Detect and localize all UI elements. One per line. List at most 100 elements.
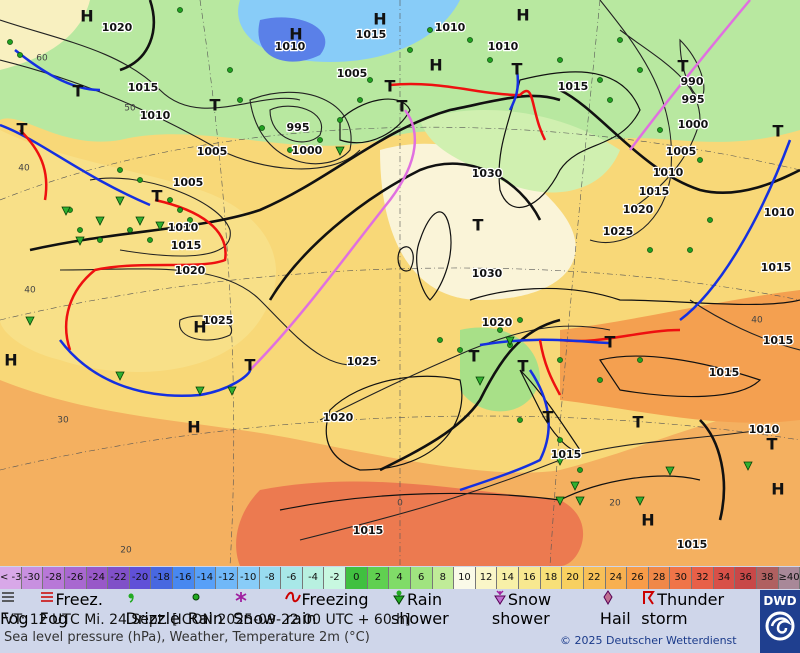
pressure-center: T bbox=[245, 356, 256, 375]
scale-cell: 24 bbox=[605, 567, 628, 589]
weather-icon bbox=[192, 593, 200, 601]
isobar-label: 1000 bbox=[292, 144, 323, 157]
scale-cell: 30 bbox=[670, 567, 692, 589]
map: 1020 1015 1010 1005 995 1000 1005 1010 1015 1020 1… bbox=[0, 0, 800, 566]
scale-cell: 0 bbox=[346, 567, 368, 589]
weather-legend-item: Freezing rain bbox=[285, 589, 390, 628]
rain-dot bbox=[557, 437, 563, 443]
scale-cell: -8 bbox=[259, 567, 282, 589]
weather-legend-label: Thunder storm bbox=[641, 590, 725, 628]
scale-cell: 36 bbox=[735, 567, 757, 589]
shower-symbol bbox=[335, 146, 345, 156]
isobar-label: 995 bbox=[287, 121, 310, 134]
isobar-label: 1010 bbox=[653, 166, 684, 179]
weather-symbols bbox=[7, 7, 753, 506]
isobar-label: 1020 bbox=[175, 264, 206, 277]
temperature-field bbox=[0, 0, 90, 70]
rain-dot bbox=[607, 97, 613, 103]
temperature-field bbox=[0, 0, 800, 155]
weather-icon bbox=[2, 592, 14, 602]
weather-legend-label: Rain shower bbox=[390, 590, 449, 628]
pressure-center: H bbox=[187, 418, 200, 437]
scale-cell: 18 bbox=[540, 567, 563, 589]
shower-symbol bbox=[75, 236, 85, 246]
pressure-center: H bbox=[771, 480, 784, 499]
pressure-center: T bbox=[210, 96, 221, 115]
weather-icon bbox=[285, 591, 302, 603]
pressure-center: T bbox=[678, 57, 689, 76]
scale-cell: -26 bbox=[64, 567, 87, 589]
weather-legend: Fog Freez. Fog Drizzle Rain Snow Freezing rai… bbox=[0, 589, 760, 628]
weather-icon bbox=[493, 590, 506, 605]
scale-cell: ≥40 °C bbox=[778, 567, 800, 589]
isobar-label: 1005 bbox=[337, 67, 368, 80]
shower-symbol bbox=[555, 496, 565, 506]
shower-symbol bbox=[115, 371, 125, 381]
weather-legend-label: Snow bbox=[233, 609, 277, 628]
weather-legend-label: Drizzle bbox=[125, 609, 180, 628]
isobar-label: 1010 bbox=[749, 423, 780, 436]
logo-mark bbox=[765, 611, 795, 641]
rain-dot bbox=[597, 77, 603, 83]
isobar-label: 1010 bbox=[435, 21, 466, 34]
pressure-center: H bbox=[516, 6, 529, 25]
scale-cell: -12 bbox=[216, 567, 238, 589]
temperature-label: 40 bbox=[18, 164, 30, 174]
scale-cell: 26 bbox=[627, 567, 649, 589]
shower-symbol bbox=[61, 206, 71, 216]
scale-cell: -22 bbox=[108, 567, 130, 589]
scale-cell: 14 bbox=[497, 567, 519, 589]
isobar-label: 1000 bbox=[678, 118, 709, 131]
shower-symbol bbox=[25, 316, 35, 326]
temperature-label: 20 bbox=[609, 499, 621, 509]
isobar-label: 1015 bbox=[763, 334, 794, 347]
weather-legend-item: Snow shower bbox=[492, 589, 600, 628]
pressure-center: T bbox=[17, 120, 28, 139]
rain-dot bbox=[7, 39, 13, 45]
rain-dot bbox=[457, 347, 463, 353]
pressure-center: H bbox=[80, 7, 93, 26]
shower-symbol bbox=[635, 496, 645, 506]
weather-legend-label: Fog bbox=[0, 609, 29, 628]
rain-dot bbox=[637, 67, 643, 73]
isobar-label: 1015 bbox=[677, 538, 708, 551]
pressure-center: T bbox=[385, 77, 396, 96]
temperature-label: 60 bbox=[36, 54, 48, 64]
isobar-label: 1025 bbox=[347, 355, 378, 368]
weather-icon bbox=[643, 591, 656, 605]
temperature-field bbox=[258, 17, 326, 62]
rain-dot bbox=[647, 247, 653, 253]
rain-dot bbox=[227, 67, 233, 73]
isobar-label: 995 bbox=[682, 93, 705, 106]
weather-icon bbox=[393, 590, 405, 605]
rain-dot bbox=[259, 125, 265, 131]
scale-cell: 8 bbox=[432, 567, 455, 589]
isobar-label: 1015 bbox=[709, 366, 740, 379]
isobar-label: 1025 bbox=[603, 225, 634, 238]
fronts bbox=[0, 0, 792, 492]
rain-dot bbox=[357, 97, 363, 103]
rain-dot bbox=[137, 177, 143, 183]
map-labels: 1020 1015 1010 1005 995 1000 1005 1010 1015 1020 1… bbox=[4, 6, 796, 556]
rain-dot bbox=[77, 227, 83, 233]
pressure-center: T bbox=[152, 187, 163, 206]
scale-cell: 34 bbox=[713, 567, 736, 589]
rain-dot bbox=[517, 417, 523, 423]
temperature-field bbox=[460, 327, 540, 412]
weather-icon bbox=[128, 593, 135, 603]
temperature-label: 30 bbox=[57, 416, 69, 426]
rain-dot bbox=[337, 117, 343, 123]
rain-dot bbox=[147, 237, 153, 243]
pressure-center: H bbox=[193, 318, 206, 337]
rain-dot bbox=[487, 57, 493, 63]
isobar-label: 1020 bbox=[323, 411, 354, 424]
weather-legend-item: Freez. Fog bbox=[39, 589, 125, 628]
rain-dot bbox=[597, 377, 603, 383]
weather-legend-item: Rain bbox=[188, 589, 233, 628]
scale-cell: -28 bbox=[43, 567, 65, 589]
isobar-label: 1020 bbox=[102, 21, 133, 34]
shower-symbol bbox=[665, 466, 675, 476]
isobar-label: 1015 bbox=[761, 261, 792, 274]
isobar-label: 1010 bbox=[140, 109, 171, 122]
isobar-label: 1005 bbox=[173, 176, 204, 189]
